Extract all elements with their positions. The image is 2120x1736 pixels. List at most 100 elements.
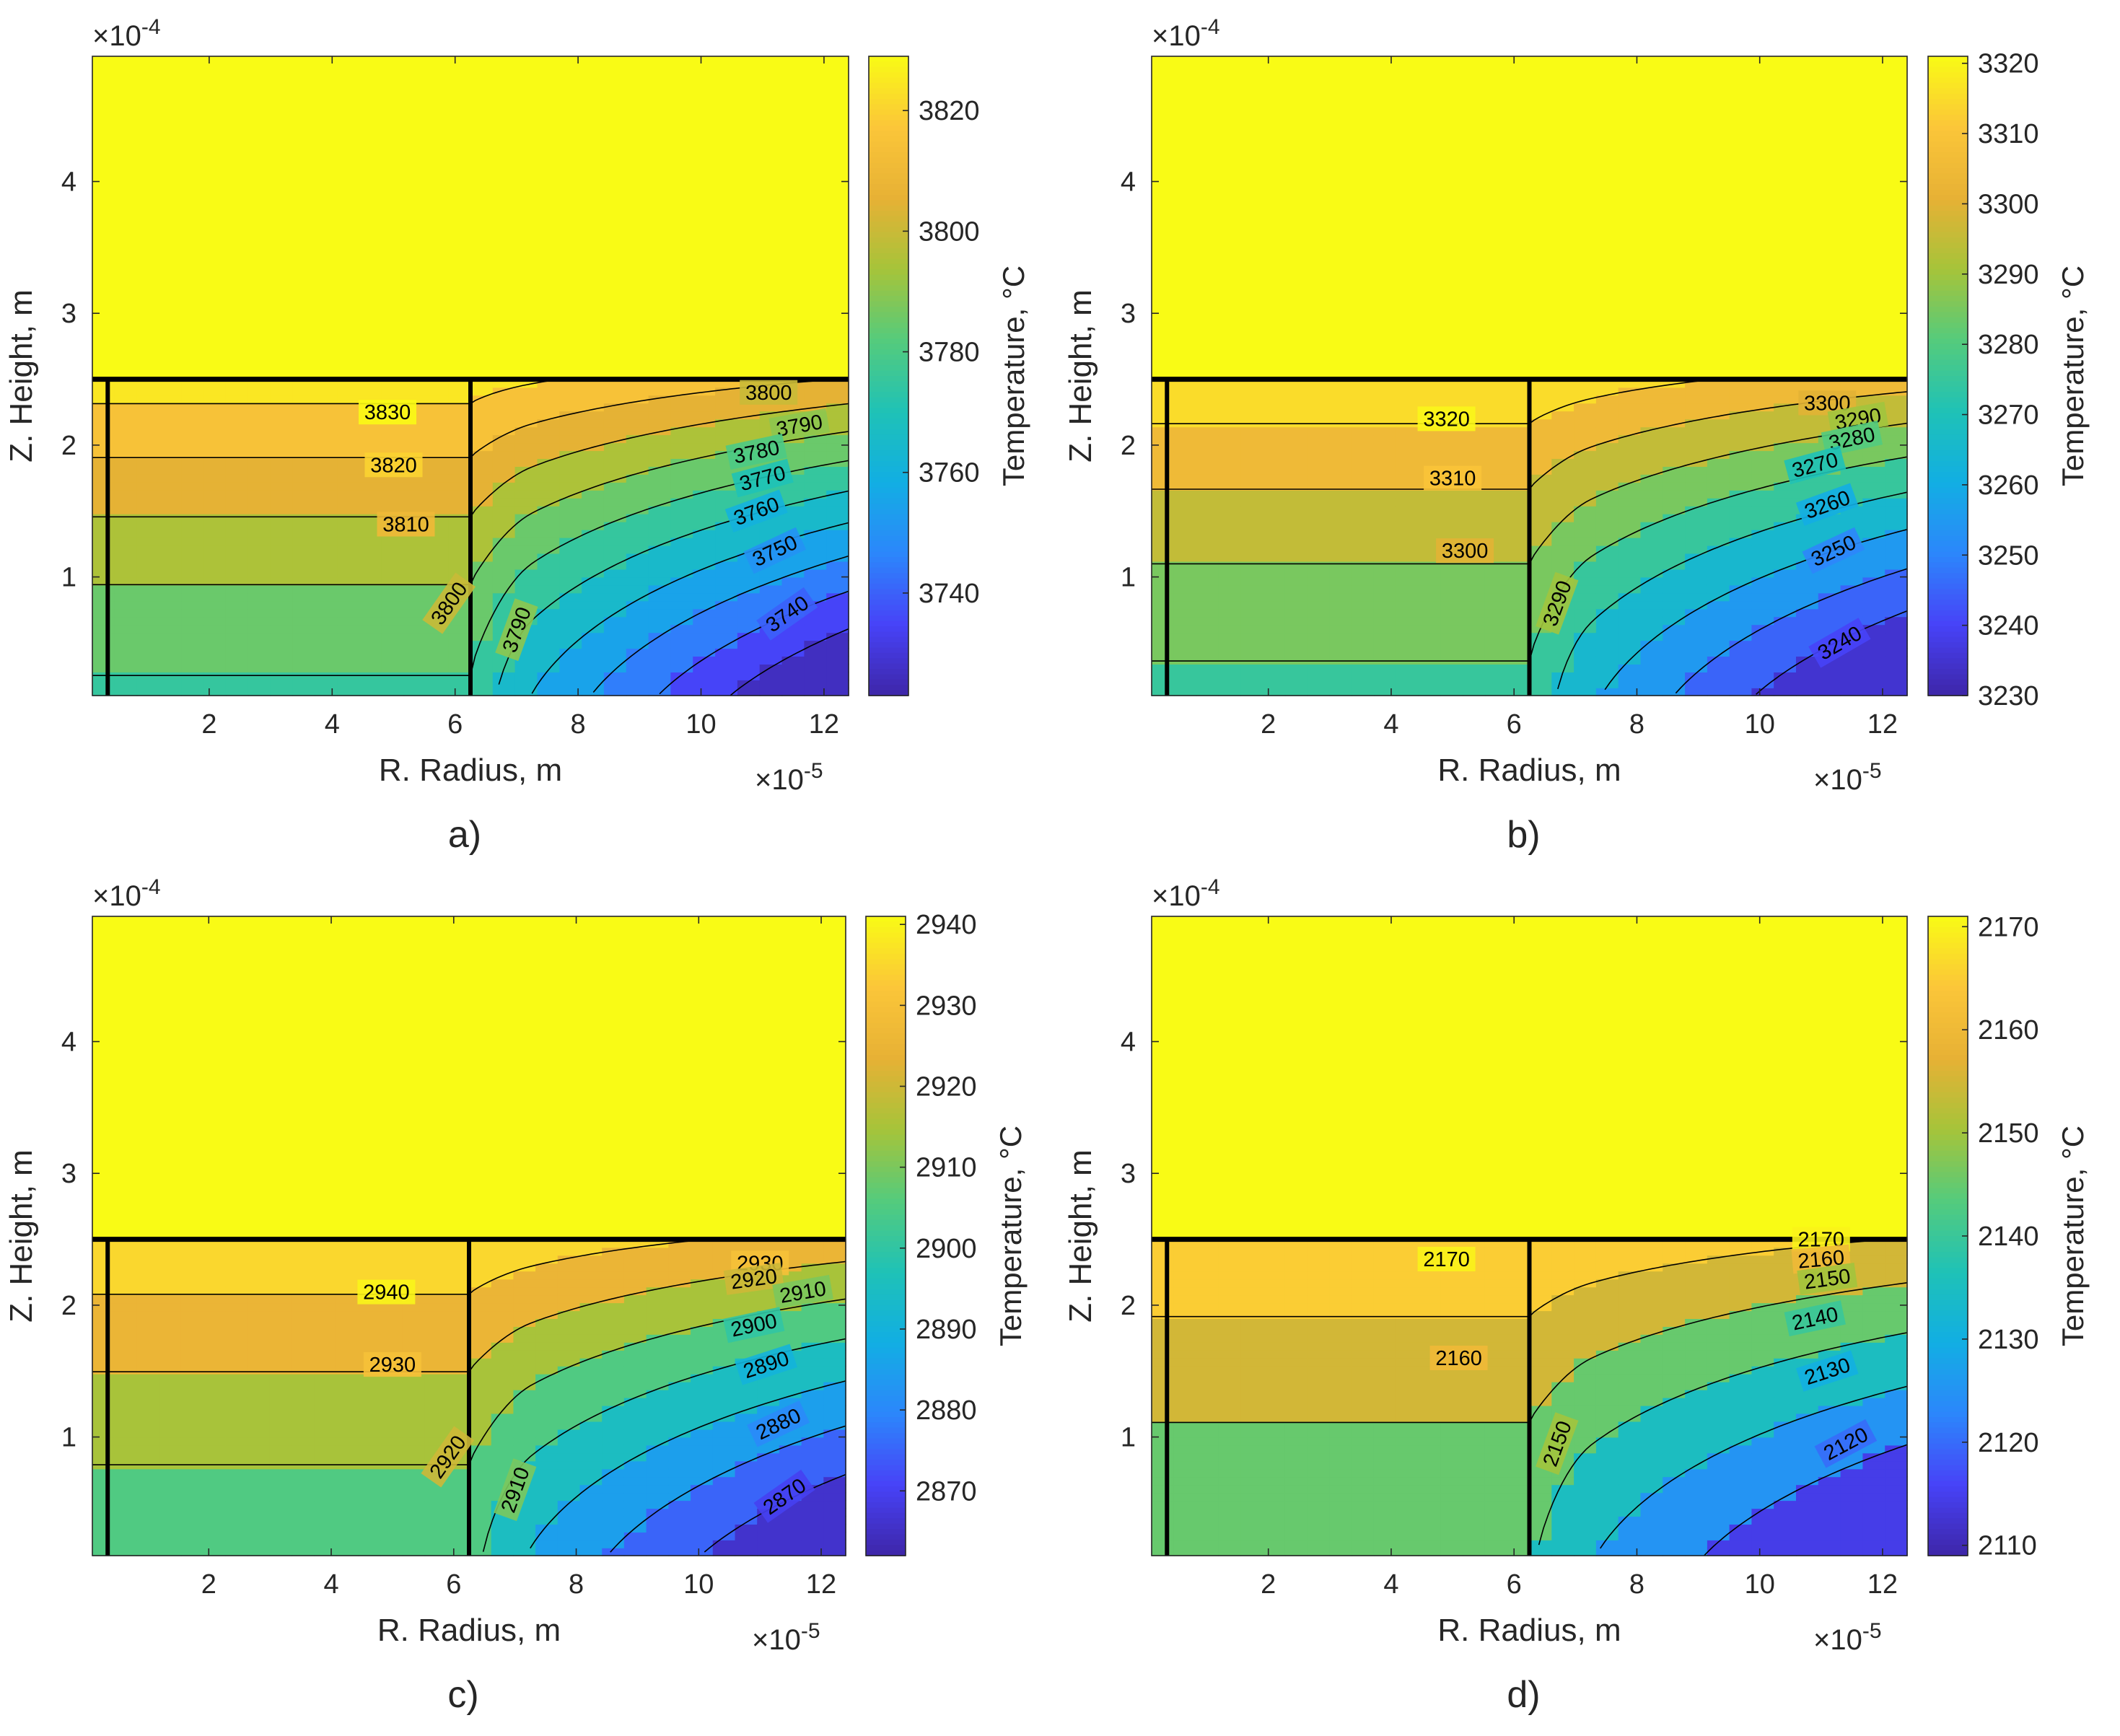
field-cell (646, 1255, 670, 1264)
field-cell (1707, 418, 1730, 428)
field-cell (1551, 450, 1574, 459)
field-cell (781, 513, 805, 522)
field-cell (779, 1373, 802, 1382)
field-cell (668, 1524, 691, 1533)
field-cell (92, 1302, 115, 1312)
colorbar-segment (869, 61, 908, 68)
field-cell (269, 1279, 293, 1288)
field-cell (823, 1326, 846, 1335)
field-cell (270, 387, 294, 396)
field-cell (1774, 545, 1797, 554)
field-cell (535, 1365, 559, 1375)
field-cell (801, 1373, 825, 1382)
field-cell (269, 1334, 293, 1343)
field-cell (159, 1294, 182, 1304)
field-cell (270, 656, 294, 665)
colorbar-segment (1928, 205, 1968, 211)
colorbar-segment (866, 1076, 906, 1082)
field-cell (804, 688, 827, 696)
field-cell (1218, 450, 1241, 459)
field-cell (292, 1508, 315, 1517)
field-cell (1818, 608, 1841, 618)
field-cell (1618, 521, 1642, 530)
field-cell (801, 1326, 825, 1335)
field-cell (1240, 1263, 1263, 1272)
field-cell (1152, 688, 1175, 696)
field-cell (1218, 656, 1241, 665)
x-tick-label: 4 (323, 1569, 338, 1600)
field-cell (1329, 664, 1352, 672)
field-cell (1352, 608, 1375, 618)
field-cell (447, 1389, 470, 1398)
field-cell (381, 600, 405, 610)
field-cell (448, 616, 471, 626)
field-cell (1729, 584, 1753, 594)
field-cell (1240, 1500, 1263, 1509)
field-cell (247, 1302, 271, 1312)
field-cell (1663, 656, 1686, 665)
field-cell (1240, 1381, 1263, 1390)
field-cell (1595, 688, 1619, 696)
field-cell (513, 1437, 536, 1446)
colorbar-segment (1928, 258, 1968, 265)
field-cell (1373, 521, 1397, 530)
field-cell (1396, 656, 1419, 665)
field-cell (1885, 426, 1908, 436)
field-cell (1173, 1318, 1197, 1327)
field-cell (735, 1342, 758, 1351)
field-cell (1352, 616, 1375, 626)
field-cell (1152, 656, 1175, 665)
field-cell (337, 640, 360, 649)
field-cell (691, 1358, 714, 1367)
colorbar-segment (866, 1315, 906, 1322)
field-cell (582, 561, 605, 570)
field-cell (668, 1350, 691, 1359)
field-cell (1751, 592, 1774, 602)
field-cell (1263, 1381, 1286, 1390)
field-cell (269, 1397, 293, 1406)
field-cell (380, 1255, 403, 1264)
field-cell (359, 561, 382, 570)
field-cell (1440, 379, 1463, 388)
field-cell (1507, 616, 1530, 626)
field-cell (514, 553, 538, 562)
field-cell (136, 1524, 159, 1533)
field-cell (380, 1373, 403, 1382)
field-cell (1618, 442, 1642, 452)
field-cell (1640, 553, 1664, 562)
field-cell (403, 379, 427, 388)
colorbar-segment (869, 349, 908, 356)
field-cell (715, 490, 738, 499)
field-cell (424, 1429, 448, 1438)
field-cell (1774, 403, 1797, 412)
field-cell (626, 584, 649, 594)
field-cell (469, 1239, 492, 1248)
colorbar-tick-label: 3270 (1978, 400, 2039, 431)
field-cell (225, 592, 249, 602)
colorbar-segment (1928, 141, 1968, 148)
field-cell (1774, 466, 1797, 475)
field-cell (1862, 529, 1885, 538)
field-cell (292, 395, 315, 404)
field-cell (424, 1263, 448, 1272)
field-cell (470, 442, 494, 452)
field-cell (559, 505, 582, 514)
field-cell (491, 1294, 514, 1304)
field-cell (623, 1310, 647, 1319)
colorbar-segment (1928, 562, 1968, 569)
field-cell (159, 569, 183, 578)
field-cell (336, 1468, 359, 1478)
field-cell (1840, 505, 1864, 514)
field-cell (513, 1429, 536, 1438)
field-cell (1640, 608, 1664, 618)
field-cell (92, 490, 115, 499)
field-cell (1729, 513, 1753, 522)
field-cell (247, 1294, 271, 1304)
field-cell (359, 474, 382, 483)
upper-slab-region (1152, 56, 1907, 380)
field-cell (1640, 632, 1664, 641)
field-cell (314, 1365, 337, 1375)
field-cell (1529, 680, 1553, 688)
field-cell (181, 553, 204, 562)
field-cell (225, 1334, 248, 1343)
